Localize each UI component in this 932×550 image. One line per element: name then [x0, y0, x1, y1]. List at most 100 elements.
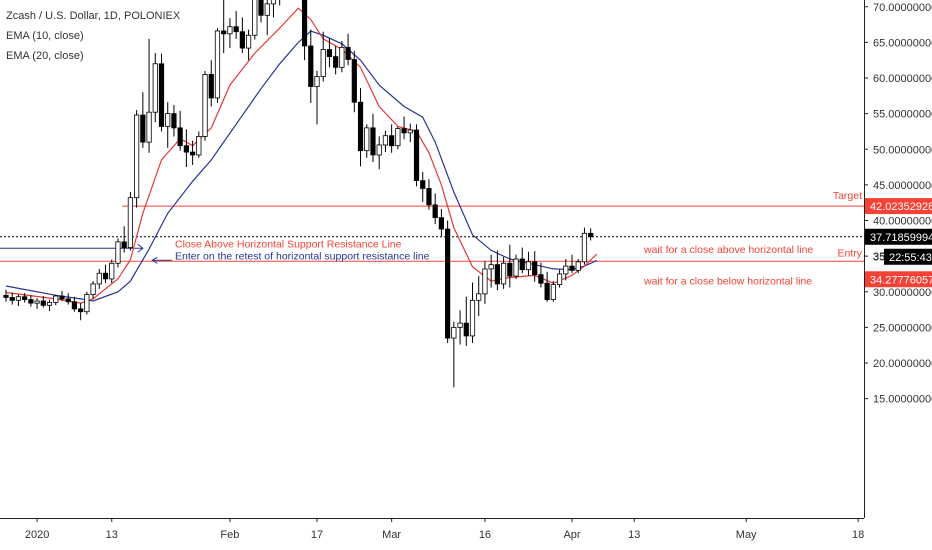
candle-body: [90, 283, 96, 296]
candle: [214, 28, 221, 103]
annotations: Close Above Horizontal Support Resistanc…: [151, 190, 863, 287]
price-badges: 42.02352928 37.71859994 35 22:55:43 34.27776…: [865, 198, 932, 288]
candle-body: [183, 145, 189, 153]
candle-body: [588, 232, 594, 238]
current-price-badge: 37.71859994: [865, 228, 932, 245]
candle-body: [575, 261, 581, 271]
candle-body: [469, 299, 476, 337]
candle: [301, 0, 308, 61]
candle: [9, 292, 15, 305]
candle: [438, 209, 445, 237]
candle: [15, 294, 22, 306]
candle-body: [208, 74, 214, 99]
candle-body: [364, 127, 370, 152]
candle: [469, 282, 476, 344]
candle: [171, 105, 177, 137]
candle-body: [500, 262, 507, 285]
candle-body: [382, 135, 389, 146]
annotation-wait-below: wait for a close below horizontal line: [643, 275, 812, 287]
candle-body: [482, 268, 488, 295]
candle-body: [426, 188, 432, 206]
candle-body: [264, 3, 270, 16]
candle: [208, 60, 214, 107]
x-tick-label: 13: [106, 529, 118, 541]
candle: [563, 258, 569, 281]
candle-body: [196, 136, 202, 156]
candle: [134, 110, 140, 208]
candle: [28, 295, 34, 307]
candle-body: [3, 294, 9, 298]
candle: [432, 193, 438, 225]
x-tick-label: Feb: [220, 529, 239, 541]
candle: [264, 0, 270, 36]
candle: [345, 33, 351, 66]
candle: [59, 291, 65, 302]
candle: [451, 321, 457, 388]
candle-body: [563, 265, 569, 275]
candle-body: [34, 300, 40, 304]
candle-body: [345, 46, 351, 60]
entry-price-badge: 34.27776057: [865, 271, 932, 288]
candle-body: [221, 30, 227, 35]
candle: [413, 124, 420, 187]
candle: [382, 130, 389, 153]
candle-body: [146, 111, 152, 143]
candle-body: [320, 49, 326, 77]
candle: [279, 0, 281, 6]
candle-body: [339, 46, 345, 68]
candle-body: [134, 114, 140, 199]
candle: [395, 126, 401, 150]
countdown-text: 22:55:43: [889, 252, 932, 264]
candle: [258, 0, 264, 23]
candle: [507, 244, 513, 288]
candle-body: [165, 113, 171, 127]
candle-body: [556, 273, 563, 286]
y-tick-label: 70.00000000: [873, 2, 932, 14]
candle-body: [333, 56, 339, 68]
candle-body: [389, 135, 395, 147]
candle: [270, 0, 277, 18]
entry-label: Entry: [837, 247, 862, 259]
candle: [245, 29, 252, 61]
candle-body: [214, 30, 221, 99]
candle: [252, 0, 258, 40]
candle: [376, 136, 382, 170]
y-tick-label: 65.00000000: [873, 37, 932, 49]
ema20-legend[interactable]: EMA (20, close): [6, 50, 84, 62]
candle: [196, 131, 202, 158]
candle-body: [407, 129, 413, 134]
candle-body: [357, 101, 364, 152]
candle: [221, 0, 227, 54]
candle: [308, 29, 314, 103]
candle: [389, 124, 395, 153]
candle-body: [258, 0, 264, 16]
candle: [227, 18, 233, 49]
candle: [482, 261, 488, 304]
candle-body: [46, 302, 53, 306]
candle-body: [15, 296, 22, 301]
candle: [575, 258, 581, 274]
candle: [127, 192, 133, 251]
symbol-title[interactable]: Zcash / U.S. Dollar, 1D, POLONIEX: [6, 10, 181, 22]
candle-body: [40, 300, 46, 306]
candle-body: [59, 295, 65, 300]
y-tick-label: 20.00000000: [873, 358, 932, 370]
candle: [177, 110, 183, 151]
candle-body: [202, 74, 208, 137]
candle: [233, 11, 239, 39]
candle: [102, 264, 109, 284]
countdown-badge: 22:55:43: [884, 248, 932, 265]
ema10-legend[interactable]: EMA (10, close): [6, 30, 84, 42]
candle-body: [432, 204, 438, 219]
candle: [158, 53, 165, 132]
candle-body: [513, 258, 519, 277]
candle-body: [71, 301, 78, 310]
chart-legend: Zcash / U.S. Dollar, 1D, POLONIEX EMA (1…: [6, 6, 180, 66]
candle: [420, 172, 426, 202]
candle: [320, 31, 326, 82]
candle: [488, 254, 494, 288]
candle: [165, 102, 171, 148]
candle-body: [152, 63, 158, 113]
